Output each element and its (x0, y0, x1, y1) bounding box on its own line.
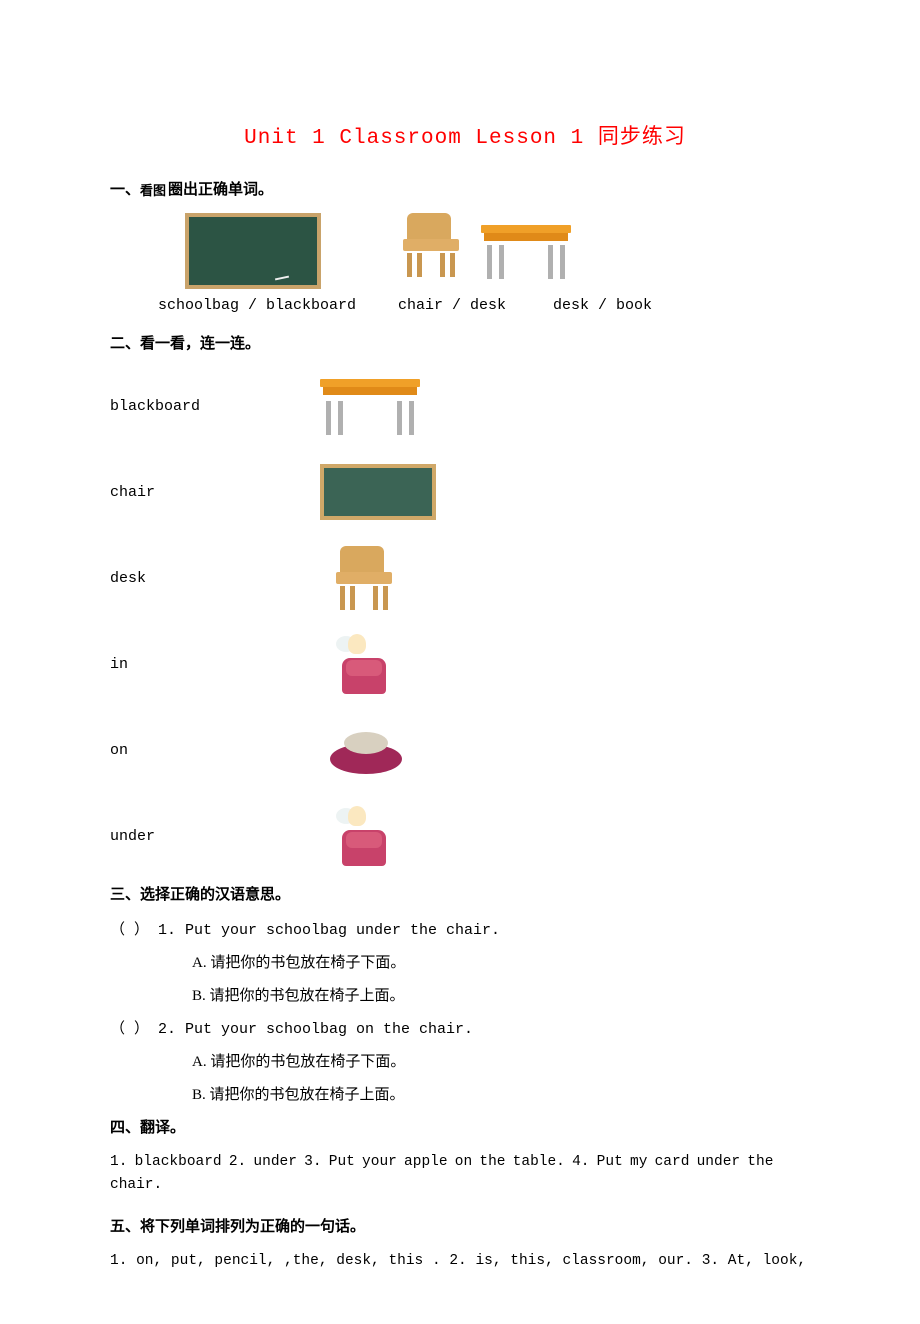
match-row: desk (110, 539, 820, 617)
section-3-text: 选择正确的汉语意思。 (140, 883, 290, 904)
match-label: on (110, 742, 320, 759)
match-label: in (110, 656, 320, 673)
question-1: （ ） 1. Put your schoolbag under the chai… (110, 918, 820, 1005)
blackboard-icon (185, 213, 321, 289)
match-label: under (110, 828, 320, 845)
match-row: on (110, 711, 820, 789)
match-label: chair (110, 484, 320, 501)
section-1-num: 一、 (110, 178, 140, 199)
section-1-image-row (185, 213, 820, 289)
desk-icon (481, 223, 571, 279)
page-title: Unit 1 Classroom Lesson 1 同步练习 (110, 120, 820, 150)
chair-icon (320, 539, 392, 617)
question-1-option-b: B. 请把你的书包放在椅子上面。 (192, 984, 820, 1005)
match-label: desk (110, 570, 320, 587)
section-5-text: 将下列单词排列为正确的一句话。 (140, 1215, 365, 1236)
question-1-option-a: A. 请把你的书包放在椅子下面。 (192, 951, 820, 972)
question-2-option-b: B. 请把你的书包放在椅子上面。 (192, 1083, 820, 1104)
question-2-option-a: A. 请把你的书包放在椅子下面。 (192, 1050, 820, 1071)
section-5-num: 五、 (110, 1215, 140, 1236)
schoolbag-icon (320, 797, 392, 875)
section-5-heading: 五、 将下列单词排列为正确的一句话。 (110, 1215, 820, 1236)
blackboard-icon (320, 453, 436, 531)
match-label: blackboard (110, 398, 320, 415)
question-2-stem: （ ） 2. Put your schoolbag on the chair. (110, 1017, 820, 1038)
section-1-label-a: schoolbag / blackboard (158, 297, 398, 314)
match-row: in (110, 625, 820, 703)
section-1-labels: schoolbag / blackboard chair / desk desk… (158, 297, 820, 314)
match-row: under (110, 797, 820, 875)
section-1-heading: 一、 看图 圈出正确单词。 (110, 178, 820, 199)
chair-icon (403, 213, 459, 277)
match-row: chair (110, 453, 820, 531)
section-2-text: 看一看，连一连。 (140, 332, 260, 353)
section-1-text: 圈出正确单词。 (168, 178, 273, 199)
section-1-label-b: chair / desk (398, 297, 553, 314)
document-page: Unit 1 Classroom Lesson 1 同步练习 一、 看图 圈出正… (0, 0, 920, 1324)
desk-icon (320, 367, 420, 445)
section-2-heading: 二、 看一看，连一连。 (110, 332, 820, 353)
section-2-num: 二、 (110, 332, 140, 353)
section-1-prefix: 看图 (140, 180, 166, 199)
question-2: （ ） 2. Put your schoolbag on the chair. … (110, 1017, 820, 1104)
section-5-content: 1. on, put, pencil, ,the, desk, this . 2… (110, 1250, 820, 1273)
section-4-num: 四、 (110, 1116, 140, 1137)
section-4-heading: 四、 翻译。 (110, 1116, 820, 1137)
section-3-heading: 三、 选择正确的汉语意思。 (110, 883, 820, 904)
question-1-stem: （ ） 1. Put your schoolbag under the chai… (110, 918, 820, 939)
section-4-text: 翻译。 (140, 1116, 185, 1137)
section-2-rows: blackboard chair desk (110, 367, 820, 875)
section-3-num: 三、 (110, 883, 140, 904)
match-row: blackboard (110, 367, 820, 445)
section-1-label-c: desk / book (553, 297, 652, 314)
schoolbag-icon (320, 625, 392, 703)
section-4-content: 1. blackboard 2. under 3. Put your apple… (110, 1151, 820, 1197)
on-icon (320, 711, 402, 789)
